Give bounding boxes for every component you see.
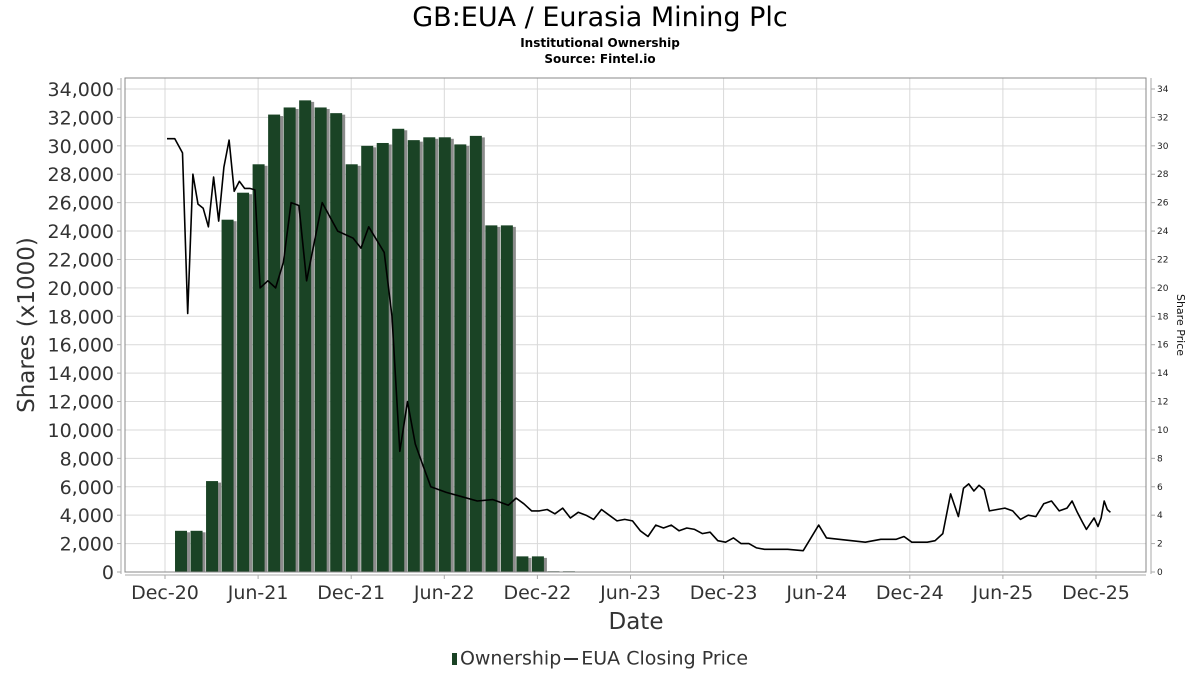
plot-frame [124, 77, 1147, 573]
ownership-bar [221, 219, 234, 572]
ownership-bar [206, 481, 219, 572]
x-axis-ticks: Dec-20 Jun-21 Dec-21 Jun-22 Dec-22 Jun-23 Dec-… [131, 575, 1130, 604]
y2-tick-label: 24 [1157, 227, 1169, 237]
legend: Ownership EUA Closing Price [0, 647, 1200, 670]
ownership-bar [283, 107, 296, 572]
price-swatch-icon [564, 657, 579, 660]
y-tick-label: 6,000 [60, 477, 114, 499]
y2-tick-label: 18 [1157, 312, 1169, 322]
ownership-bar [485, 225, 498, 572]
y2-axis-label: Share Price [1174, 294, 1187, 356]
ownership-bar [361, 145, 374, 572]
ownership-swatch-icon [451, 652, 457, 665]
ownership-bar [330, 113, 343, 573]
y-tick-label: 24,000 [48, 221, 114, 243]
y2-tick-label: 4 [1157, 511, 1163, 521]
y-tick-label: 34,000 [48, 79, 114, 101]
y2-tick-label: 14 [1157, 369, 1169, 379]
x-tick-label: Jun-25 [972, 582, 1034, 604]
x-tick-label: Jun-21 [227, 582, 289, 604]
x-tick-label: Dec-21 [317, 582, 385, 604]
y2-tick-label: 22 [1157, 255, 1168, 265]
y-tick-label: 28,000 [48, 164, 114, 186]
ownership-bar [454, 144, 467, 572]
y2-tick-label: 28 [1157, 170, 1169, 180]
y2-tick-label: 0 [1157, 568, 1163, 578]
x-tick-label: Dec-25 [1062, 582, 1130, 604]
y2-tick-label: 34 [1157, 85, 1169, 95]
y2-tick-label: 8 [1157, 454, 1163, 464]
chart-area: 0 2,000 4,000 6,000 8,000 10,000 12,000 14,000 1… [14, 77, 1187, 635]
ownership-bar [500, 225, 513, 572]
y2-tick-label: 10 [1157, 426, 1169, 436]
ownership-bar [392, 128, 405, 572]
y-tick-label: 26,000 [48, 193, 114, 215]
ownership-bars [175, 100, 575, 573]
ownership-bar [314, 107, 327, 572]
x-tick-label: Jun-24 [785, 582, 847, 604]
ownership-bar [407, 140, 420, 572]
x-tick-label: Dec-23 [690, 582, 758, 604]
y2-tick-label: 26 [1157, 199, 1169, 209]
x-tick-label: Jun-23 [599, 582, 661, 604]
y-tick-label: 18,000 [48, 306, 114, 328]
y-tick-label: 10,000 [48, 420, 114, 442]
y2-tick-label: 16 [1157, 341, 1169, 351]
x-tick-label: Dec-22 [503, 582, 571, 604]
ownership-bar [175, 530, 188, 572]
ownership-bar [299, 100, 312, 572]
y-tick-label: 20,000 [48, 278, 114, 300]
y-tick-label: 30,000 [48, 136, 114, 158]
y2-tick-label: 20 [1157, 284, 1169, 294]
y-tick-label: 4,000 [60, 505, 114, 527]
y-tick-label: 8,000 [60, 448, 114, 470]
ownership-bar [268, 114, 281, 572]
ownership-bar [345, 164, 358, 572]
left-axis-ticks: 0 2,000 4,000 6,000 8,000 10,000 12,000 14,000 1… [48, 79, 121, 584]
chart-source: Source: Fintel.io [544, 52, 656, 66]
y2-tick-label: 32 [1157, 113, 1168, 123]
chart-subtitle: Institutional Ownership [520, 36, 680, 50]
y-tick-label: 12,000 [48, 392, 114, 414]
ownership-bar [237, 192, 250, 572]
y-tick-label: 14,000 [48, 363, 114, 385]
ownership-bar [516, 556, 529, 572]
chart-title: GB:EUA / Eurasia Mining Plc [412, 2, 788, 33]
x-tick-label: Dec-20 [131, 582, 199, 604]
x-tick-label: Dec-24 [876, 582, 944, 604]
y-tick-label: 32,000 [48, 107, 114, 129]
y-tick-label: 22,000 [48, 249, 114, 271]
ownership-bar [469, 135, 482, 573]
y-axis-label: Shares (x1000) [14, 237, 40, 413]
legend-ownership: Ownership [459, 647, 562, 670]
ownership-bar [531, 556, 544, 572]
y2-tick-label: 12 [1157, 398, 1168, 408]
y-tick-label: 2,000 [60, 534, 114, 556]
y2-tick-label: 6 [1157, 483, 1163, 493]
legend-price: EUA Closing Price [581, 647, 749, 670]
ownership-bar [190, 530, 203, 572]
y2-tick-label: 2 [1157, 540, 1163, 550]
ownership-bar [438, 137, 451, 573]
ownership-bar [376, 142, 389, 572]
y2-tick-label: 30 [1157, 142, 1169, 152]
y-tick-label: 0 [102, 562, 114, 584]
ownership-bar [423, 137, 436, 573]
y-tick-label: 16,000 [48, 335, 114, 357]
price-line [167, 137, 1111, 552]
ownership-bar [252, 164, 265, 572]
x-axis-label: Date [609, 609, 664, 635]
x-tick-label: Jun-22 [413, 582, 475, 604]
